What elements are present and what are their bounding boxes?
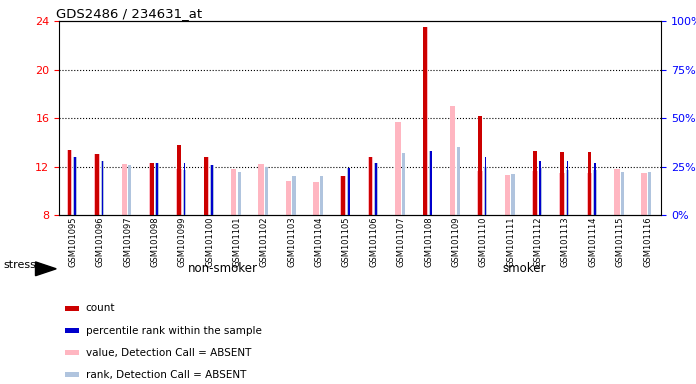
Bar [183, 170, 186, 215]
Text: smoker: smoker [503, 262, 546, 275]
Bar [292, 176, 296, 215]
Bar [395, 122, 401, 215]
Bar [67, 150, 72, 215]
Bar [429, 151, 432, 215]
Bar [368, 157, 373, 215]
Bar [95, 154, 99, 215]
Bar [477, 171, 483, 215]
Bar [457, 147, 460, 215]
Bar [265, 167, 268, 215]
Bar [648, 172, 651, 215]
Bar [430, 151, 432, 215]
Bar [587, 152, 592, 215]
Bar [484, 157, 487, 215]
Bar [347, 169, 350, 215]
Bar [155, 163, 159, 215]
Bar [642, 173, 647, 215]
Bar [566, 170, 569, 215]
Text: value, Detection Call = ABSENT: value, Detection Call = ABSENT [86, 348, 251, 358]
Bar [621, 172, 624, 215]
Bar [157, 163, 158, 215]
Bar [505, 175, 510, 215]
Bar [539, 161, 541, 215]
Bar [149, 163, 155, 215]
Bar [374, 163, 378, 215]
Bar [567, 161, 569, 215]
Bar [73, 157, 77, 215]
Bar [210, 165, 214, 215]
Polygon shape [35, 262, 56, 276]
Text: GDS2486 / 234631_at: GDS2486 / 234631_at [56, 7, 203, 20]
Bar [65, 350, 79, 355]
Bar [286, 181, 291, 215]
Bar [587, 173, 592, 215]
Bar [340, 176, 346, 215]
Bar [65, 328, 79, 333]
Bar [423, 27, 427, 215]
Bar [65, 306, 79, 311]
Bar [369, 157, 372, 215]
Bar [422, 27, 428, 215]
Bar [102, 161, 103, 215]
Bar [150, 163, 154, 215]
Text: percentile rank within the sample: percentile rank within the sample [86, 326, 262, 336]
Bar [65, 372, 79, 377]
Bar [122, 164, 127, 215]
Bar [539, 169, 542, 215]
Bar [231, 169, 237, 215]
Bar [341, 176, 345, 215]
Bar [204, 157, 209, 215]
Bar [478, 116, 482, 215]
Bar [560, 152, 564, 215]
Bar [532, 171, 537, 215]
Text: rank, Detection Call = ABSENT: rank, Detection Call = ABSENT [86, 370, 246, 380]
Bar [176, 169, 182, 215]
Bar [74, 157, 76, 215]
Bar [177, 145, 181, 215]
Bar [348, 169, 349, 215]
Text: non-smoker: non-smoker [189, 262, 258, 275]
Bar [593, 170, 596, 215]
Bar [450, 106, 455, 215]
Bar [94, 154, 100, 215]
Bar [237, 172, 241, 215]
Bar [512, 174, 514, 215]
Bar [484, 167, 487, 215]
Text: count: count [86, 303, 116, 313]
Bar [205, 157, 208, 215]
Bar [402, 153, 405, 215]
Bar [68, 150, 72, 215]
Bar [184, 163, 185, 215]
Bar [101, 161, 104, 215]
Bar [560, 173, 565, 215]
Bar [319, 176, 323, 215]
Bar [211, 165, 213, 215]
Bar [533, 151, 537, 215]
Bar [375, 163, 377, 215]
Bar [313, 182, 319, 215]
Bar [128, 165, 132, 215]
Bar [258, 164, 264, 215]
Bar [594, 163, 596, 215]
Text: stress: stress [3, 260, 35, 270]
Bar [614, 169, 619, 215]
